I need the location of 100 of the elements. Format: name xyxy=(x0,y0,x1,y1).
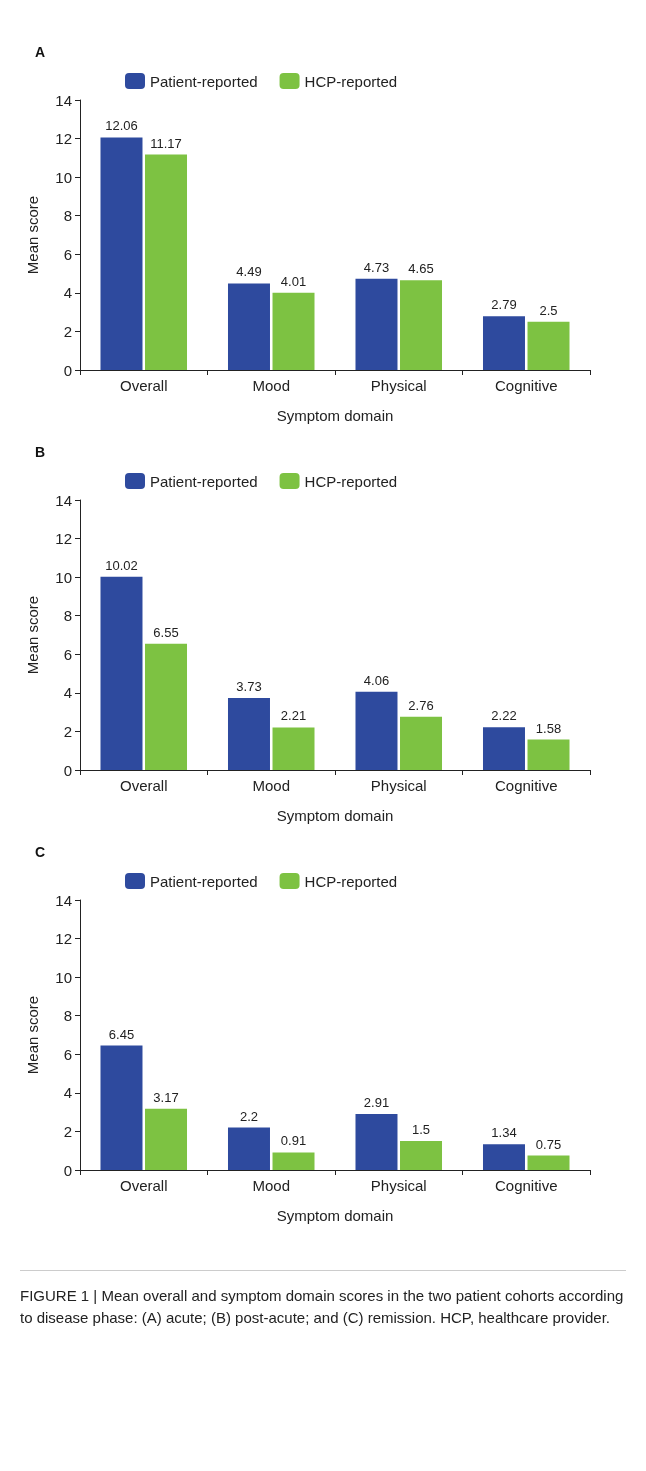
y-tick-label: 2 xyxy=(63,722,72,740)
x-tick-label: Cognitive xyxy=(494,777,558,794)
bar xyxy=(145,154,188,370)
data-label: 4.01 xyxy=(280,273,307,289)
y-tick-label: 0 xyxy=(63,361,72,379)
y-tick-label: 0 xyxy=(63,1161,72,1179)
data-label: 12.06 xyxy=(105,118,138,134)
data-label: 2.2 xyxy=(239,1108,259,1124)
y-axis-title: Mean score xyxy=(24,595,41,675)
data-label: 4.73 xyxy=(363,259,390,275)
y-tick-label: 4 xyxy=(63,284,72,302)
chart-title: C xyxy=(35,844,46,860)
y-tick-label: 12 xyxy=(55,930,72,948)
legend-label: Patient-reported xyxy=(150,472,258,490)
data-label: 1.58 xyxy=(535,720,562,736)
bar xyxy=(482,727,525,770)
y-axis-title: Mean score xyxy=(24,195,41,275)
x-tick-label: Physical xyxy=(370,377,427,394)
x-tick-label: Overall xyxy=(119,1177,168,1194)
x-tick-label: Mood xyxy=(252,377,291,394)
legend-label: Patient-reported xyxy=(150,872,258,890)
y-tick-label: 8 xyxy=(63,607,72,625)
x-axis-title: Symptom domain xyxy=(276,807,394,824)
bar xyxy=(227,283,270,370)
data-label: 2.5 xyxy=(539,302,558,318)
bar xyxy=(527,321,570,370)
bar xyxy=(355,691,398,770)
x-tick-label: Physical xyxy=(370,1177,427,1194)
x-tick-label: Mood xyxy=(252,1177,291,1194)
y-tick-label: 14 xyxy=(55,891,72,909)
legend-label: HCP-reported xyxy=(304,472,398,490)
bar xyxy=(227,698,270,770)
y-tick-label: 2 xyxy=(63,1122,72,1140)
data-label: 4.49 xyxy=(236,264,262,280)
x-tick-label: Overall xyxy=(119,377,168,394)
data-label: 2.22 xyxy=(491,708,517,724)
x-axis-title: Symptom domain xyxy=(276,407,394,424)
caption: FIGURE 1 | Mean overall and symptom domain scores in the two patient cohorts according to disease phase: (A) acute; (B) post-acute; and (C) remission. HCP, healthcare provider. xyxy=(20,1270,626,1329)
y-tick-label: 6 xyxy=(63,1045,72,1063)
bar xyxy=(272,1152,315,1170)
x-tick-label: Cognitive xyxy=(494,1177,558,1194)
legend-label: Patient-reported xyxy=(150,72,258,90)
bar xyxy=(482,316,525,370)
y-tick-label: 12 xyxy=(55,530,72,548)
data-label: 2.91 xyxy=(363,1094,390,1110)
bar xyxy=(400,280,443,370)
y-tick-label: 8 xyxy=(63,207,72,225)
bar xyxy=(400,1141,443,1170)
x-tick-label: Mood xyxy=(252,777,291,794)
bar xyxy=(100,1045,143,1170)
y-tick-label: 12 xyxy=(55,130,72,148)
y-tick-label: 8 xyxy=(63,1007,72,1025)
bar xyxy=(227,1127,270,1170)
bar xyxy=(400,716,443,770)
data-label: 10.02 xyxy=(105,557,138,573)
bar xyxy=(100,576,143,770)
x-axis-title: Symptom domain xyxy=(276,1207,394,1224)
data-label: 2.76 xyxy=(408,697,434,713)
y-tick-label: 4 xyxy=(63,1084,72,1102)
chart-title: B xyxy=(35,444,46,460)
y-axis-title: Mean score xyxy=(24,995,41,1075)
data-label: 2.79 xyxy=(491,297,517,313)
y-tick-label: 6 xyxy=(63,645,72,663)
bar xyxy=(272,292,315,370)
data-label: 1.5 xyxy=(411,1122,431,1138)
data-label: 0.75 xyxy=(535,1136,562,1152)
bar xyxy=(272,727,315,770)
x-tick-label: Overall xyxy=(119,777,168,794)
data-label: 3.17 xyxy=(153,1089,179,1105)
data-label: 11.17 xyxy=(150,135,182,151)
y-tick-label: 14 xyxy=(55,491,72,509)
y-tick-label: 2 xyxy=(63,322,72,340)
bar xyxy=(100,137,143,370)
data-label: 1.34 xyxy=(491,1125,517,1141)
y-tick-label: 4 xyxy=(63,684,72,702)
data-label: 6.55 xyxy=(153,624,179,640)
bar xyxy=(527,739,570,770)
y-tick-label: 10 xyxy=(55,968,72,986)
y-tick-label: 10 xyxy=(55,568,72,586)
bar xyxy=(355,278,398,370)
data-label: 6.45 xyxy=(108,1026,135,1042)
x-tick-label: Cognitive xyxy=(494,377,558,394)
legend-label: HCP-reported xyxy=(304,72,398,90)
bar xyxy=(145,643,188,770)
y-tick-label: 6 xyxy=(63,245,72,263)
y-tick-label: 14 xyxy=(55,91,72,109)
bar xyxy=(527,1155,570,1170)
data-label: 0.91 xyxy=(280,1133,307,1149)
chart-title: A xyxy=(35,44,46,60)
data-label: 3.73 xyxy=(236,679,262,695)
bar xyxy=(482,1144,525,1170)
bar xyxy=(145,1108,188,1170)
data-label: 2.21 xyxy=(280,708,307,724)
y-tick-label: 10 xyxy=(55,168,72,186)
y-tick-label: 0 xyxy=(63,761,72,779)
bar xyxy=(355,1113,398,1170)
legend-label: HCP-reported xyxy=(304,872,398,890)
data-label: 4.06 xyxy=(363,672,390,688)
data-label: 4.65 xyxy=(408,261,434,277)
x-tick-label: Physical xyxy=(370,777,427,794)
